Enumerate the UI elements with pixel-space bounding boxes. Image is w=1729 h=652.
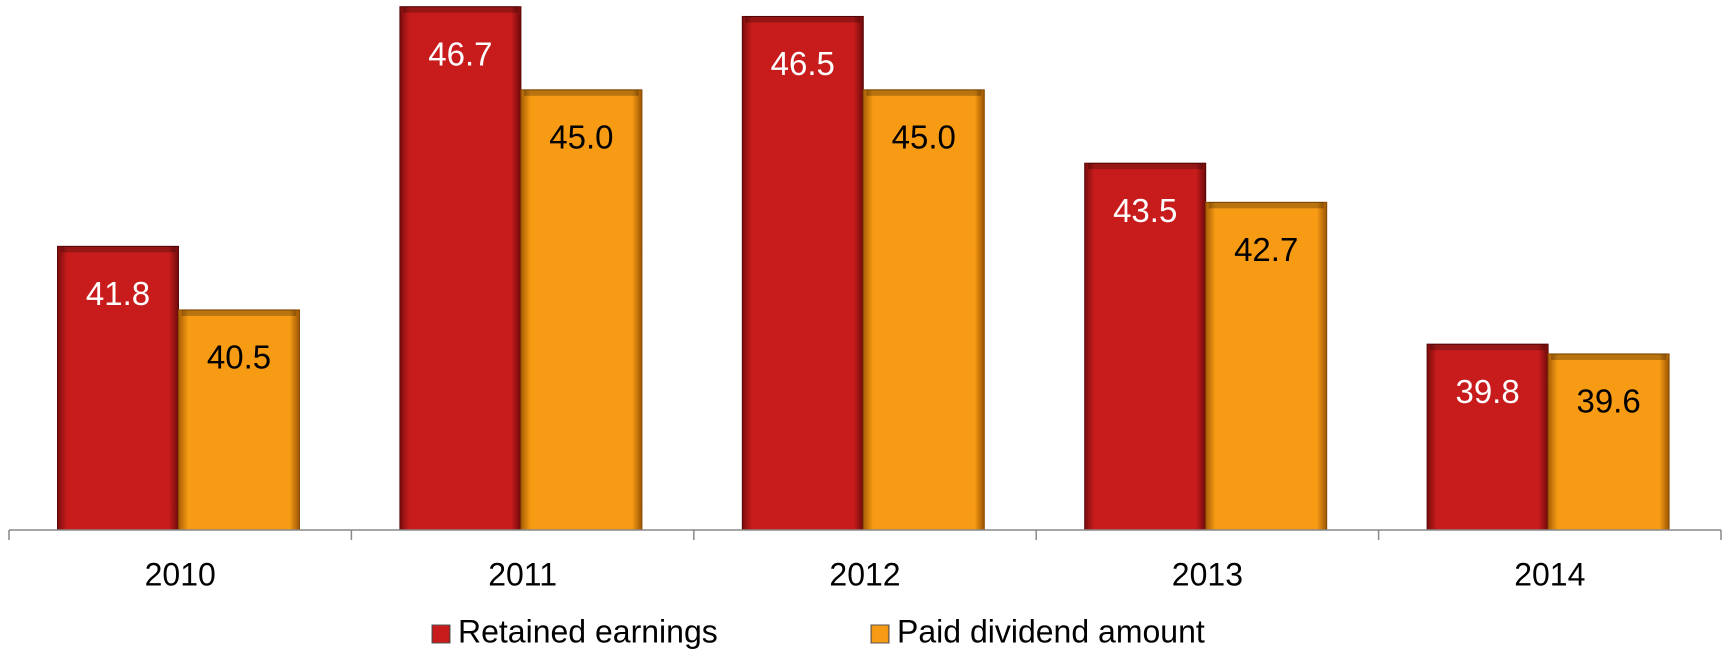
bar-bevel	[1208, 202, 1324, 209]
bar	[1547, 353, 1670, 531]
x-tick-label: 2010	[145, 556, 216, 592]
value-label: 39.8	[1455, 373, 1519, 410]
legend-swatch	[431, 624, 451, 644]
x-tick-label: 2014	[1514, 556, 1585, 592]
value-label: 46.5	[771, 45, 835, 82]
bar	[862, 89, 985, 531]
value-label: 42.7	[1234, 231, 1298, 268]
bar	[520, 89, 643, 531]
value-label: 39.6	[1576, 383, 1640, 420]
value-label: 43.5	[1113, 192, 1177, 229]
legend-swatch	[870, 624, 890, 644]
bar	[178, 309, 300, 531]
bar-bevel	[523, 89, 639, 96]
bar	[1084, 162, 1207, 531]
bar-bevel	[181, 309, 297, 316]
value-label: 45.0	[549, 119, 613, 156]
bar-bevel	[402, 6, 518, 13]
value-label: 45.0	[892, 119, 956, 156]
bar-bevel	[1430, 344, 1546, 351]
bar-bevel	[60, 246, 176, 253]
value-label: 46.7	[428, 35, 492, 72]
x-tick-label: 2012	[829, 556, 900, 592]
bar	[741, 15, 864, 531]
bar-bevel	[745, 16, 861, 23]
bar	[399, 6, 522, 531]
bar-bevel	[866, 89, 982, 96]
bar-bevel	[1551, 353, 1667, 360]
value-label: 40.5	[207, 339, 271, 376]
legend-label: Paid dividend amount	[897, 613, 1205, 649]
x-tick-label: 2011	[488, 556, 557, 592]
legend-label: Retained earnings	[458, 613, 718, 649]
bar	[1426, 343, 1549, 531]
value-label: 41.8	[86, 275, 150, 312]
bar	[57, 245, 179, 531]
x-tick-label: 2013	[1172, 556, 1243, 592]
bar-bevel	[1087, 163, 1203, 170]
bar	[1205, 201, 1328, 531]
